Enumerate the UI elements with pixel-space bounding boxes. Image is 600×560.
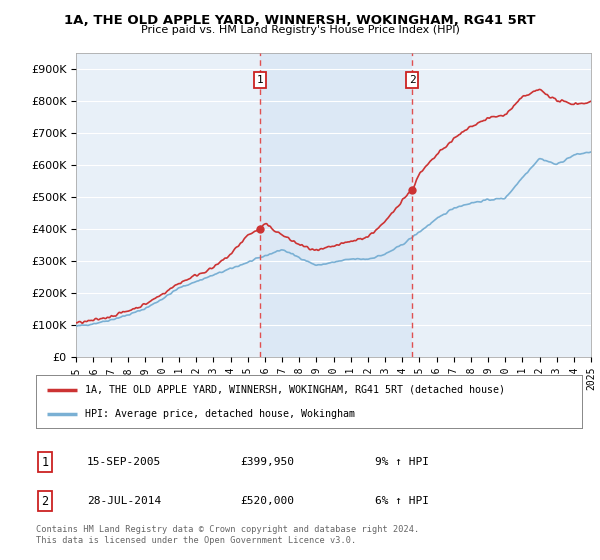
Bar [260, 53, 412, 357]
Text: 1A, THE OLD APPLE YARD, WINNERSH, WOKINGHAM, RG41 5RT (detached house): 1A, THE OLD APPLE YARD, WINNERSH, WOKING… [85, 385, 505, 395]
Text: 2: 2 [409, 75, 415, 85]
Text: 6% ↑ HPI: 6% ↑ HPI [375, 496, 429, 506]
Text: 2: 2 [41, 494, 49, 508]
Text: HPI: Average price, detached house, Wokingham: HPI: Average price, detached house, Woki… [85, 409, 355, 419]
Text: 15-SEP-2005: 15-SEP-2005 [87, 457, 161, 467]
Text: 1: 1 [257, 75, 263, 85]
Text: £399,950: £399,950 [240, 457, 294, 467]
Text: £520,000: £520,000 [240, 496, 294, 506]
Text: 1A, THE OLD APPLE YARD, WINNERSH, WOKINGHAM, RG41 5RT: 1A, THE OLD APPLE YARD, WINNERSH, WOKING… [64, 14, 536, 27]
Text: Price paid vs. HM Land Registry's House Price Index (HPI): Price paid vs. HM Land Registry's House … [140, 25, 460, 35]
Text: 28-JUL-2014: 28-JUL-2014 [87, 496, 161, 506]
Text: Contains HM Land Registry data © Crown copyright and database right 2024.
This d: Contains HM Land Registry data © Crown c… [36, 525, 419, 545]
Text: 9% ↑ HPI: 9% ↑ HPI [375, 457, 429, 467]
Text: 1: 1 [41, 455, 49, 469]
